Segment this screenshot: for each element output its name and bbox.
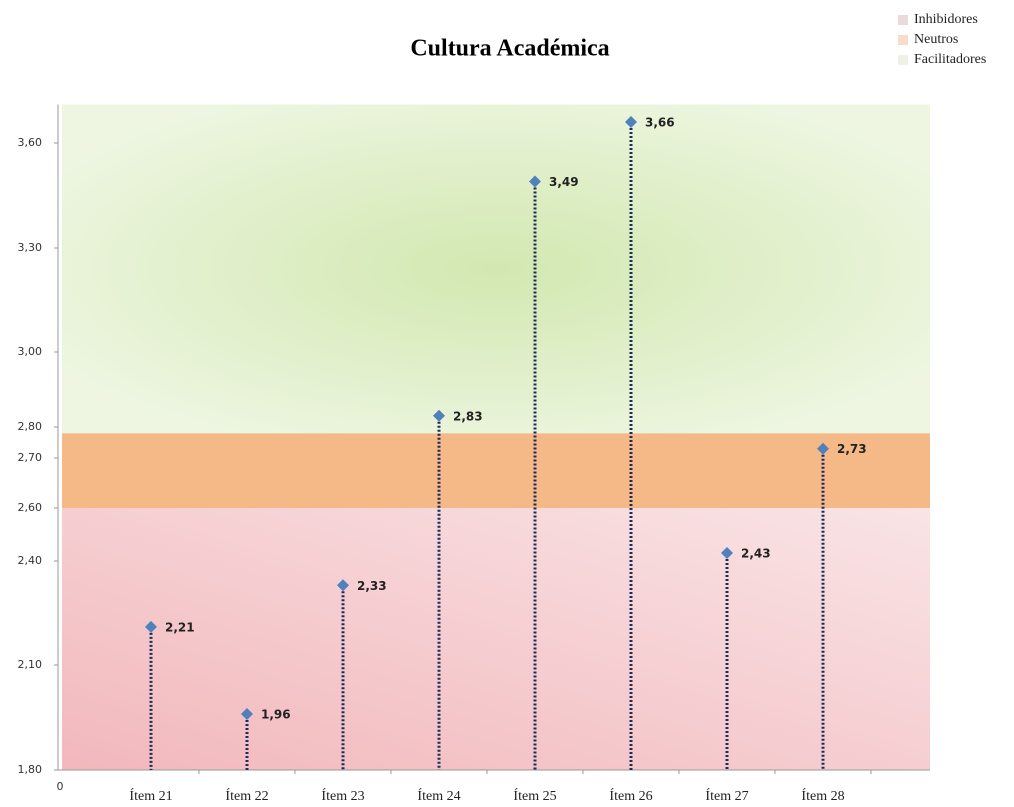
marker <box>817 442 829 455</box>
data-label: 2,33 <box>357 579 387 593</box>
x-tick-label: Ítem 21 <box>129 787 172 804</box>
legend-label: Facilitadores <box>914 52 986 67</box>
legend-label: Neutros <box>914 32 958 47</box>
x-tick-label: Ítem 23 <box>321 787 364 804</box>
data-label: 1,96 <box>261 708 291 722</box>
data-label: 2,83 <box>453 409 483 423</box>
legend-swatch <box>898 15 908 25</box>
marker <box>433 409 445 422</box>
x-tick-label: Ítem 27 <box>705 787 748 804</box>
data-label: 2,43 <box>741 547 771 561</box>
legend-label: Inhibidores <box>914 12 978 27</box>
band <box>62 433 930 508</box>
marker <box>529 175 541 188</box>
y-tick-label: 2,60 <box>18 501 43 514</box>
marker <box>337 579 349 592</box>
x-tick-label: Ítem 26 <box>609 787 652 804</box>
chart-title: Cultura Académica <box>410 36 609 62</box>
x-origin-label: 0 <box>57 780 64 793</box>
data-label: 3,49 <box>549 175 579 189</box>
y-tick-label: 1,80 <box>18 763 43 776</box>
marker <box>721 547 733 560</box>
legend-swatch <box>898 55 908 65</box>
data-label: 3,66 <box>645 116 675 130</box>
y-tick-label: 3,30 <box>18 241 43 254</box>
data-label: 2,73 <box>837 442 867 456</box>
x-tick-label: Ítem 25 <box>513 787 556 804</box>
y-tick-label: 2,40 <box>18 554 43 567</box>
data-label: 2,21 <box>165 620 195 634</box>
y-tick-label: 3,60 <box>18 136 43 149</box>
band <box>62 104 930 434</box>
y-tick-label: 2,10 <box>18 658 43 671</box>
marker <box>625 116 637 128</box>
band <box>62 508 930 770</box>
y-tick-label: 2,70 <box>18 451 43 464</box>
x-tick-label: Ítem 24 <box>417 787 460 804</box>
x-tick-label: Ítem 28 <box>801 787 844 804</box>
marker <box>145 620 157 633</box>
y-tick-label: 2,80 <box>18 420 43 433</box>
legend-swatch <box>898 35 908 45</box>
x-tick-label: Ítem 22 <box>225 787 268 804</box>
y-tick-label: 3,00 <box>18 345 43 358</box>
marker <box>241 708 253 720</box>
